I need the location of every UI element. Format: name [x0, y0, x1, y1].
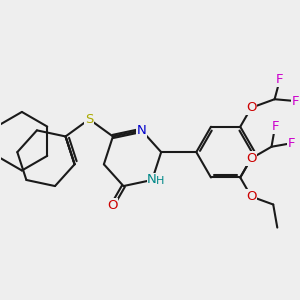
Text: N: N: [137, 124, 146, 137]
Text: F: F: [271, 120, 279, 133]
Text: H: H: [156, 176, 164, 186]
Text: F: F: [276, 73, 284, 86]
Text: O: O: [246, 101, 256, 114]
Text: F: F: [291, 94, 299, 107]
Text: O: O: [246, 190, 256, 203]
Text: O: O: [107, 199, 118, 212]
Text: F: F: [288, 137, 296, 150]
Text: O: O: [246, 152, 256, 165]
Text: N: N: [147, 173, 157, 187]
Text: S: S: [85, 113, 93, 126]
